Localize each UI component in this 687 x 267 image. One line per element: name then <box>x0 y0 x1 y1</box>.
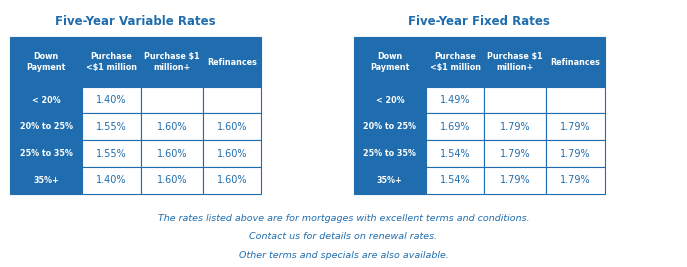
Bar <box>141 167 203 194</box>
Text: 1.60%: 1.60% <box>157 175 187 185</box>
Text: 20% to 25%: 20% to 25% <box>363 122 416 131</box>
Bar <box>141 140 203 167</box>
Bar <box>426 87 484 113</box>
Text: Refinances: Refinances <box>550 58 600 66</box>
Text: Purchase
<$1 million: Purchase <$1 million <box>86 52 137 72</box>
Text: 1.79%: 1.79% <box>560 122 591 132</box>
Bar <box>354 167 426 194</box>
Text: 1.79%: 1.79% <box>500 148 530 159</box>
Text: 1.60%: 1.60% <box>216 122 247 132</box>
Bar <box>203 87 261 113</box>
Text: 1.55%: 1.55% <box>96 122 127 132</box>
Bar <box>203 140 261 167</box>
Bar <box>546 37 605 87</box>
Bar <box>354 87 426 113</box>
Bar <box>484 167 546 194</box>
Text: 1.40%: 1.40% <box>96 175 127 185</box>
Bar <box>354 37 426 87</box>
Bar <box>10 167 82 194</box>
Text: Purchase $1
million+: Purchase $1 million+ <box>488 52 543 72</box>
Bar <box>203 167 261 194</box>
Bar <box>141 37 203 87</box>
Bar <box>203 113 261 140</box>
Bar <box>354 113 426 140</box>
Bar <box>546 167 605 194</box>
Text: < 20%: < 20% <box>32 96 60 105</box>
Text: 1.69%: 1.69% <box>440 122 471 132</box>
Bar <box>82 87 141 113</box>
Text: 20% to 25%: 20% to 25% <box>20 122 73 131</box>
Text: Down
Payment: Down Payment <box>27 52 66 72</box>
Text: 1.79%: 1.79% <box>560 175 591 185</box>
Text: < 20%: < 20% <box>376 96 404 105</box>
Bar <box>10 37 82 87</box>
Bar <box>82 37 141 87</box>
Text: 1.55%: 1.55% <box>96 148 127 159</box>
Bar <box>484 140 546 167</box>
Bar <box>546 87 605 113</box>
Bar <box>10 140 82 167</box>
Text: Other terms and specials are also available.: Other terms and specials are also availa… <box>238 251 449 260</box>
Bar <box>426 167 484 194</box>
Bar <box>10 87 82 113</box>
Text: The rates listed above are for mortgages with excellent terms and conditions.: The rates listed above are for mortgages… <box>158 214 529 223</box>
Bar <box>141 87 203 113</box>
Text: 1.79%: 1.79% <box>500 122 530 132</box>
Text: 1.60%: 1.60% <box>216 148 247 159</box>
Bar <box>484 113 546 140</box>
Text: 1.79%: 1.79% <box>500 175 530 185</box>
Text: 1.54%: 1.54% <box>440 148 471 159</box>
Bar <box>10 113 82 140</box>
Text: 1.60%: 1.60% <box>157 148 187 159</box>
Bar <box>484 37 546 87</box>
Text: Refinances: Refinances <box>207 58 257 66</box>
Text: Down
Payment: Down Payment <box>370 52 409 72</box>
Text: 1.60%: 1.60% <box>216 175 247 185</box>
Text: 35%+: 35%+ <box>34 176 59 185</box>
Bar <box>484 87 546 113</box>
Bar <box>546 140 605 167</box>
Text: 1.79%: 1.79% <box>560 148 591 159</box>
Bar <box>203 37 261 87</box>
Text: Contact us for details on renewal rates.: Contact us for details on renewal rates. <box>249 232 438 241</box>
Text: 25% to 35%: 25% to 35% <box>20 149 73 158</box>
Bar <box>82 167 141 194</box>
Bar <box>426 140 484 167</box>
Bar <box>354 140 426 167</box>
Text: 25% to 35%: 25% to 35% <box>363 149 416 158</box>
Text: 1.40%: 1.40% <box>96 95 127 105</box>
Bar <box>82 113 141 140</box>
Text: Five-Year Fixed Rates: Five-Year Fixed Rates <box>408 15 550 28</box>
Bar <box>141 113 203 140</box>
Text: Five-Year Variable Rates: Five-Year Variable Rates <box>56 15 216 28</box>
Text: Purchase
<$1 million: Purchase <$1 million <box>429 52 481 72</box>
Text: 35%+: 35%+ <box>377 176 403 185</box>
Bar <box>82 140 141 167</box>
Bar <box>546 113 605 140</box>
Text: 1.60%: 1.60% <box>157 122 187 132</box>
Bar <box>426 113 484 140</box>
Text: 1.54%: 1.54% <box>440 175 471 185</box>
Text: Purchase $1
million+: Purchase $1 million+ <box>144 52 199 72</box>
Text: 1.49%: 1.49% <box>440 95 471 105</box>
Bar <box>426 37 484 87</box>
